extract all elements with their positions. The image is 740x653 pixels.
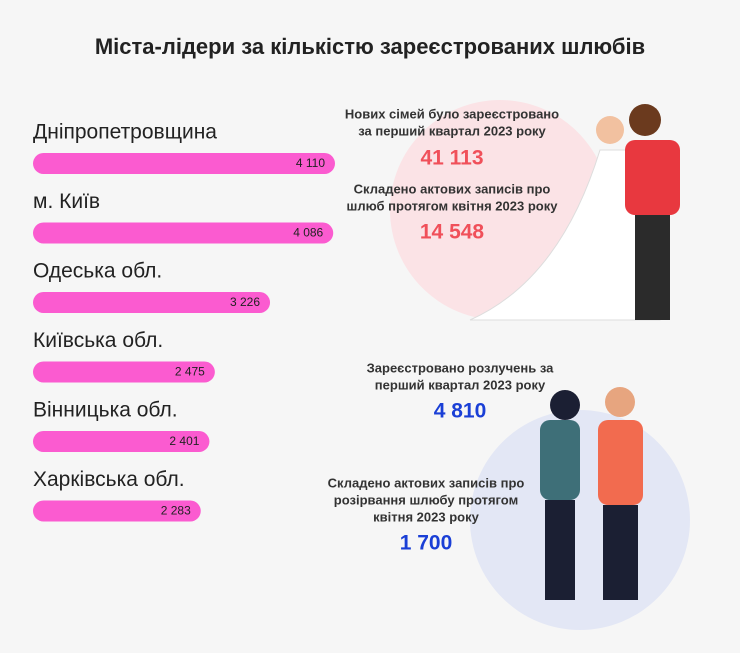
category-label: Дніпропетровщина: [33, 121, 217, 144]
stat-text: за перший квартал 2023 року: [358, 123, 546, 138]
man-head: [605, 387, 635, 417]
value-label: 3 226: [230, 295, 260, 309]
stat-text: Нових сімей було зареєстровано: [345, 106, 559, 121]
bar: [33, 431, 210, 452]
value-label: 2 475: [175, 365, 205, 379]
stat-text: Складено актових записів про: [354, 181, 551, 196]
bar: [33, 292, 271, 313]
category-label: м. Київ: [33, 190, 100, 213]
groom-illustration: [625, 140, 680, 215]
stat-number: 41 113: [420, 147, 483, 170]
groom-head: [629, 104, 661, 136]
category-label: Вінницька обл.: [33, 399, 178, 422]
bar: [33, 361, 215, 383]
bar: [33, 153, 335, 174]
value-label: 4 110: [296, 156, 325, 170]
stat-text: квітня 2023 року: [373, 509, 479, 524]
value-label: 4 086: [293, 226, 323, 240]
category-label: Одеська обл.: [33, 260, 162, 283]
stat-text: Складено актових записів про: [328, 475, 525, 490]
chart-title: Міста-лідери за кількістю зареєстрованих…: [95, 34, 645, 59]
stat-number: 4 810: [434, 400, 487, 423]
stat-number: 1 700: [400, 532, 453, 555]
dress-illustration: [469, 149, 661, 321]
value-label: 2 401: [169, 434, 199, 448]
category-label: Київська обл.: [33, 329, 163, 352]
value-label: 2 283: [161, 504, 191, 518]
woman-illustration: [540, 420, 580, 500]
stat-text: перший квартал 2023 року: [375, 377, 546, 392]
bar: [33, 500, 201, 522]
category-label: Харківська обл.: [33, 468, 185, 491]
stat-text: розірвання шлюбу протягом: [334, 492, 518, 507]
man-illustration: [603, 505, 638, 600]
stat-text: Зареєстровано розлучень за: [367, 360, 554, 375]
woman-illustration: [545, 500, 575, 600]
bar: [33, 222, 334, 244]
bride-head: [596, 116, 624, 144]
woman-head: [550, 390, 580, 420]
groom-illustration: [635, 215, 670, 320]
man-illustration: [598, 420, 643, 505]
stat-number: 14 548: [420, 221, 485, 244]
stat-text: шлюб протягом квітня 2023 року: [347, 198, 559, 213]
